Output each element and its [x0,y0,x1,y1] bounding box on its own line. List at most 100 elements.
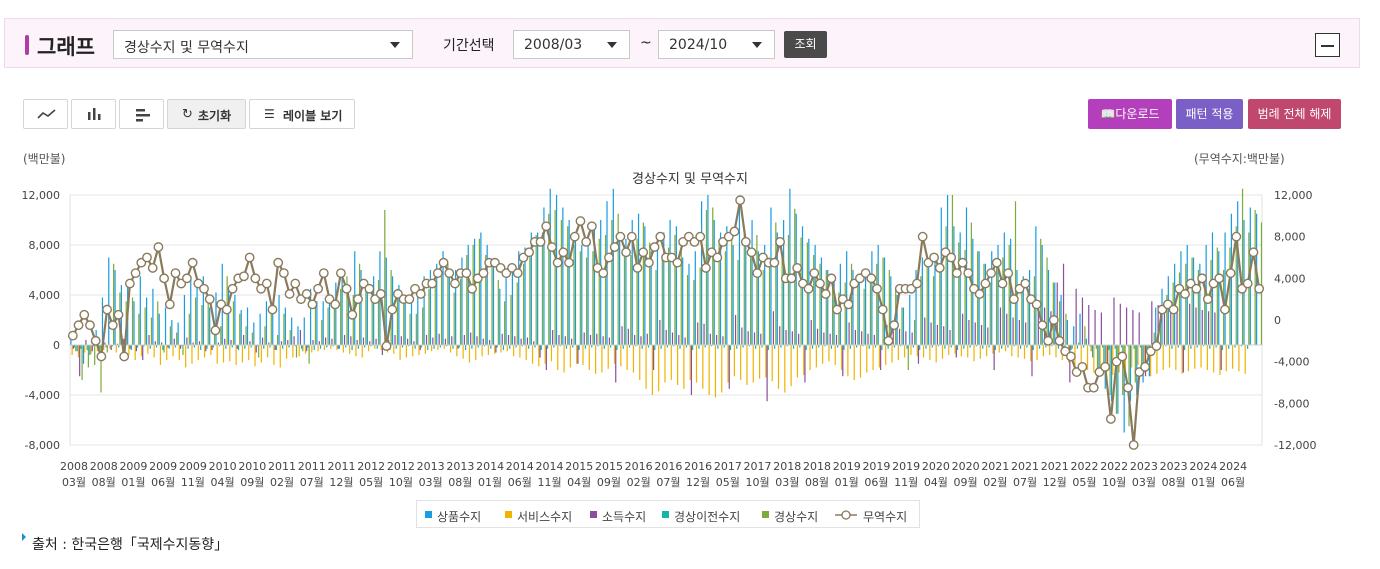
trade-balance-point [575,216,586,226]
bar-transfer [622,345,624,349]
download-button[interactable]: 📖다운로드 [1088,99,1172,129]
x-tick-year: 2014 [536,460,564,473]
trade-balance-point [752,268,763,279]
bar-current [163,345,165,353]
trade-balance-point [159,273,170,284]
bar-services [670,345,672,380]
bar-income [211,345,213,350]
legend-trade-label: 무역수지 [863,510,908,524]
bar-current [434,282,436,345]
bar-services [765,345,767,378]
pattern-apply-button[interactable]: 패턴 적용 [1176,99,1243,129]
bar-current [472,245,474,345]
legend-services[interactable]: 서비스수지 [505,508,572,525]
bar-goods [745,238,747,345]
bar-income [394,335,396,345]
bar-services [1187,345,1190,372]
bar-goods [1237,201,1239,345]
x-tick-month: 02월 [270,476,294,489]
x-tick-year: 2008 [90,460,118,473]
x-tick-year: 2020 [922,460,950,473]
bar-services [784,345,786,393]
bar-current [649,242,651,345]
reset-button[interactable]: ↻ 초기화 [167,99,246,129]
legend-income-swatch [590,511,597,518]
bar-services [1213,345,1215,373]
line-chart-button[interactable] [23,99,68,129]
x-tick-year: 2018 [803,460,831,473]
bar-current [1166,295,1168,345]
x-tick-year: 2022 [1100,460,1128,473]
trade-balance-point [1117,351,1128,362]
bar-current [680,245,682,345]
trade-balance-point [957,257,968,268]
bar-services [456,345,458,357]
trade-balance-point [199,283,209,294]
bar-transfer [370,345,372,347]
bar-transfer [187,345,189,349]
bar-goods [114,270,116,345]
bar-goods [284,307,286,345]
bar-transfer [843,345,845,350]
graph-select[interactable]: 경상수지 및 무역수지 [113,30,413,59]
trade-balance-point [632,263,643,273]
bar-transfer [830,345,832,349]
legend-transfer[interactable]: 경상이전수지 [662,508,740,525]
bar-transfer [225,345,227,349]
bar-income [179,345,182,349]
label-view-button[interactable]: ☰ 레이블 보기 [249,99,355,129]
legend-goods[interactable]: 상품수지 [425,508,481,525]
bar-income [1220,345,1222,370]
end-period-select[interactable]: 2024/10 [658,30,775,59]
bar-goods [751,220,753,345]
bar-goods [398,285,400,345]
trade-balance-point [461,268,472,279]
bar-income [898,328,901,345]
trade-balance-point [307,299,318,310]
trade-balance-point [1168,304,1179,315]
bar-current [1241,188,1244,345]
x-tick-month: 05월 [1072,476,1096,489]
bar-current [838,292,840,345]
trade-balance-point [415,289,426,299]
x-tick-year: 2023 [1130,460,1158,473]
legend-current[interactable]: 경상수지 [762,508,818,525]
legend-income[interactable]: 소득수지 [590,508,646,525]
bar-goods [555,195,558,345]
trade-balance-point [102,304,112,315]
start-period-select[interactable]: 2008/03 [513,30,630,59]
bar-services [285,345,288,359]
bar-current [989,282,991,345]
bar-current [169,326,171,345]
bar-transfer [805,345,807,350]
bar-services [103,345,105,350]
refresh-icon: ↻ [182,107,193,122]
bar-income [381,345,383,355]
horizontal-bar-button[interactable] [119,99,164,129]
trade-balance-point [547,242,557,252]
collapse-button[interactable] [1315,33,1340,57]
bar-income [936,325,938,345]
trade-balance-point [1180,289,1190,299]
bar-income [444,338,447,345]
bar-services [153,345,155,358]
trade-balance-point [467,283,477,294]
trade-balance-point [1020,278,1031,289]
bar-chart-button[interactable] [71,99,116,129]
bar-income [1100,312,1102,345]
bar-current [188,313,190,345]
bar-current [813,255,815,345]
legend-services-swatch [505,511,512,518]
bar-transfer [591,345,593,348]
query-button[interactable]: 조회 [784,31,827,58]
bar-current [1109,345,1111,395]
bar-income [1006,313,1008,345]
bar-income [299,330,302,345]
trade-balance-point [832,304,843,315]
legend-trade[interactable]: 무역수지 [835,508,907,525]
bar-income [116,343,119,345]
bar-transfer [351,345,353,350]
legend-clear-button[interactable]: 범례 전체 해제 [1248,99,1341,129]
trade-balance-point [79,309,90,320]
bar-services [1219,345,1221,375]
